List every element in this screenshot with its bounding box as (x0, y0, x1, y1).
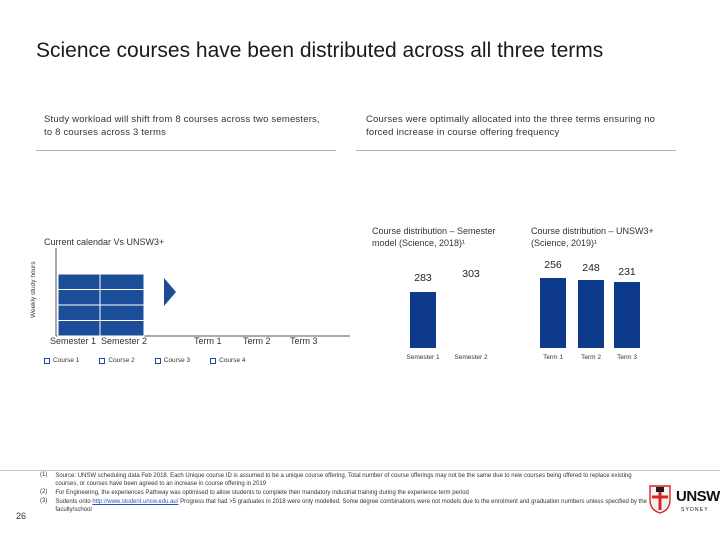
footnote-number: (1) (40, 472, 48, 478)
workload-tick-label: Term 3 (290, 336, 318, 346)
terms-chart: 256 Term 1 248 Term 2 231 Term 3 (520, 250, 700, 370)
legend-label: Course 3 (163, 357, 191, 364)
unsw-logo: UNSW SYDNEY (648, 476, 720, 532)
terms-chart-title: Course distribution – UNSW3+ (Science, 2… (531, 226, 654, 248)
workload-tick-label: Semester 1 (50, 336, 97, 346)
semester-chart: 283 Semester 1 303 Semester 2 (380, 250, 530, 370)
footnote-3: (3) Sudents onto http://www.student.unsw… (40, 498, 650, 514)
legend-swatch (44, 357, 50, 364)
semester-chart-category-label: Semester 1 (406, 354, 440, 361)
bar-semester-1-course-2 (57, 304, 101, 321)
footnote-1: (1) Source: UNSW scheduling data Feb 201… (40, 472, 650, 488)
semester-chart-title: Course distribution – Semester model (Sc… (372, 226, 496, 248)
bar-semester-2-course-2 (99, 304, 145, 321)
workload-bars (57, 273, 145, 337)
bar-semester-2-course-4 (99, 273, 145, 290)
workload-tick-label: Term 2 (243, 336, 271, 346)
workload-legend: Course 1 Course 2 Course 3 Course 4 (44, 357, 246, 364)
bar-semester-2-course-3 (99, 289, 145, 306)
terms-chart-bar-term-1 (540, 278, 566, 348)
transition-arrow-icon (164, 278, 176, 306)
footnote-text-before: Sudents onto (55, 499, 93, 505)
semester-chart-data-label: 303 (462, 268, 480, 280)
terms-chart-bar-term-2 (578, 280, 604, 348)
legend-label: Course 1 (53, 357, 80, 364)
footnote-text: Sudents onto http://www.student.unsw.edu… (55, 498, 650, 514)
right-panel-rule (356, 150, 676, 151)
legend-item-course-1: Course 1 (44, 357, 79, 364)
semester-chart-bar-semester-1 (410, 292, 436, 348)
footnotes: (1) Source: UNSW scheduling data Feb 201… (40, 472, 650, 514)
legend-item-course-3: Course 3 (154, 357, 191, 364)
legend-swatch (99, 357, 106, 364)
crest-icon (649, 485, 671, 514)
legend-item-course-2: Course 2 (99, 357, 135, 364)
logo-text: UNSW (676, 488, 720, 505)
footnote-text: For Engineering, the experiences Pathway… (55, 490, 469, 496)
bar-semester-1-course-4 (57, 273, 101, 290)
right-panel-subtitle: Courses were optimally allocated into th… (366, 114, 656, 138)
legend-item-course-4: Course 4 (210, 357, 246, 364)
legend-label: Course 2 (108, 357, 135, 364)
terms-chart-data-label: 248 (582, 262, 600, 274)
workload-tick-label: Term 1 (194, 336, 222, 346)
workload-chart (55, 248, 350, 337)
footnote-text-after: Progress that had >5 graduates in 2018 w… (55, 499, 647, 513)
terms-chart-category-label: Term 1 (543, 354, 563, 361)
footnote-link[interactable]: http://www.student.unsw.edu.au/ (92, 499, 179, 505)
footnote-number: (3) (40, 498, 48, 504)
workload-chart-title: Current calendar Vs UNSW3+ (44, 237, 165, 247)
bar-semester-1-course-3 (57, 289, 101, 306)
terms-chart-data-label: 231 (618, 266, 636, 278)
left-panel-subtitle: Study workload will shift from 8 courses… (44, 114, 320, 138)
footer-divider (0, 470, 720, 471)
page-number: 26 (16, 511, 27, 521)
bar-semester-2-course-1 (99, 320, 145, 337)
terms-chart-category-label: Term 2 (581, 354, 601, 361)
workload-chart-ylabel: Weekly study hours (30, 261, 37, 318)
terms-chart-category-label: Term 3 (617, 354, 637, 361)
semester-chart-data-label: 283 (414, 272, 432, 284)
left-panel-rule (36, 150, 336, 151)
logo-subtext: SYDNEY (681, 507, 709, 513)
terms-chart-data-label: 256 (544, 259, 562, 271)
bar-semester-1-course-1 (57, 320, 101, 337)
workload-tick-label: Semester 2 (101, 336, 148, 346)
semester-chart-category-label: Semester 2 (454, 354, 488, 361)
footnote-number: (2) (40, 489, 48, 495)
legend-swatch (210, 357, 217, 364)
legend-label: Course 4 (219, 357, 246, 364)
terms-chart-bar-term-3 (614, 282, 640, 348)
slide-title: Science courses have been distributed ac… (36, 39, 604, 62)
legend-swatch (154, 357, 161, 364)
footnote-text: Source: UNSW scheduling data Feb 2018. E… (55, 473, 632, 487)
footnote-2: (2) For Engineering, the experiences Pat… (40, 489, 650, 497)
